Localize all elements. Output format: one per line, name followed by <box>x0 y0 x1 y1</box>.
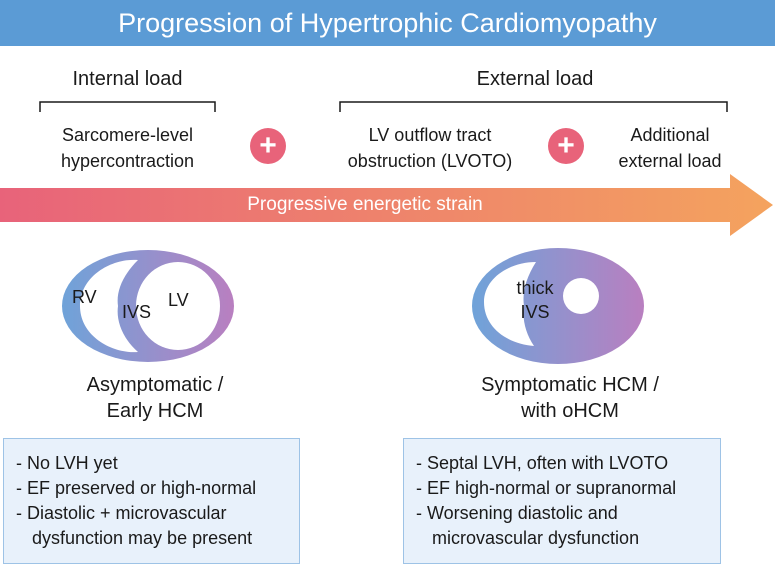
sarcomere-hypercontraction-text: Sarcomere-level hypercontraction <box>25 122 230 174</box>
plus-symbol-2: + <box>557 129 575 162</box>
arrow-label: Progressive energetic strain <box>247 194 483 215</box>
plus-symbol-1: + <box>259 129 277 162</box>
stage2-caption: Symptomatic HCM / with oHCM <box>440 372 700 424</box>
stage1-bullet: dysfunction may be present <box>32 528 253 548</box>
stage1-bullet: - No LVH yet <box>16 453 118 473</box>
lv-label: LV <box>168 290 189 310</box>
plus-icon-2: + <box>548 128 584 164</box>
stage1-caption-line-2: Early HCM <box>106 400 204 422</box>
lvoto-line-2: obstruction (LVOTO) <box>347 151 513 171</box>
load-brackets <box>39 101 728 112</box>
stage2-bullet: - EF high-normal or supranormal <box>416 478 677 498</box>
page-title: Progression of Hypertrophic Cardiomyopat… <box>118 7 657 38</box>
stage1-bullet: - Diastolic + microvascular <box>16 503 227 523</box>
rv-cavity <box>80 259 138 353</box>
additional-line-2: external load <box>618 151 722 171</box>
external-load-bracket <box>339 101 728 112</box>
stage1-caption-line-1: Asymptomatic / <box>86 374 224 396</box>
stage2-caption-line-2: with oHCM <box>521 400 619 422</box>
stage2-bullet: microvascular dysfunction <box>432 528 640 548</box>
sarcomere-line-2: hypercontraction <box>60 151 195 171</box>
ivs-label-2: IVS <box>520 302 550 322</box>
rv-label: RV <box>72 287 97 307</box>
thick-ivs-label: thick IVS <box>510 276 560 324</box>
stage2-info-box: - Septal LVH, often with LVOTO - EF high… <box>403 438 721 564</box>
rv-cavity-compressed <box>484 262 536 346</box>
external-load-label: External load <box>476 68 594 90</box>
ivs-label: IVS <box>122 302 152 322</box>
title-banner: Progression of Hypertrophic Cardiomyopat… <box>0 0 775 46</box>
lv-cavity <box>136 262 220 350</box>
stage2-bullet: - Septal LVH, often with LVOTO <box>416 453 669 473</box>
energetic-strain-arrow <box>0 174 773 236</box>
internal-load-label: Internal load <box>72 68 183 90</box>
lv-cavity-small <box>563 278 599 314</box>
lvoto-line-1: LV outflow tract <box>368 125 492 145</box>
stage1-caption: Asymptomatic / Early HCM <box>40 372 270 424</box>
stage1-bullet: - EF preserved or high-normal <box>16 478 257 498</box>
stage2-caption-line-1: Symptomatic HCM / <box>481 374 659 396</box>
early-heart-diagram <box>62 250 234 362</box>
sarcomere-line-1: Sarcomere-level <box>61 125 194 145</box>
additional-line-1: Additional <box>630 125 710 145</box>
stage2-bullet: - Worsening diastolic and <box>416 503 618 523</box>
stage1-info-box: - No LVH yet - EF preserved or high-norm… <box>3 438 300 564</box>
lvoto-text: LV outflow tract obstruction (LVOTO) <box>325 122 535 174</box>
additional-external-load-text: Additional external load <box>600 122 740 174</box>
internal-load-bracket <box>39 101 216 112</box>
oHCM-heart-diagram <box>472 248 644 364</box>
thick-label: thick <box>516 278 554 298</box>
plus-icon-1: + <box>250 128 286 164</box>
